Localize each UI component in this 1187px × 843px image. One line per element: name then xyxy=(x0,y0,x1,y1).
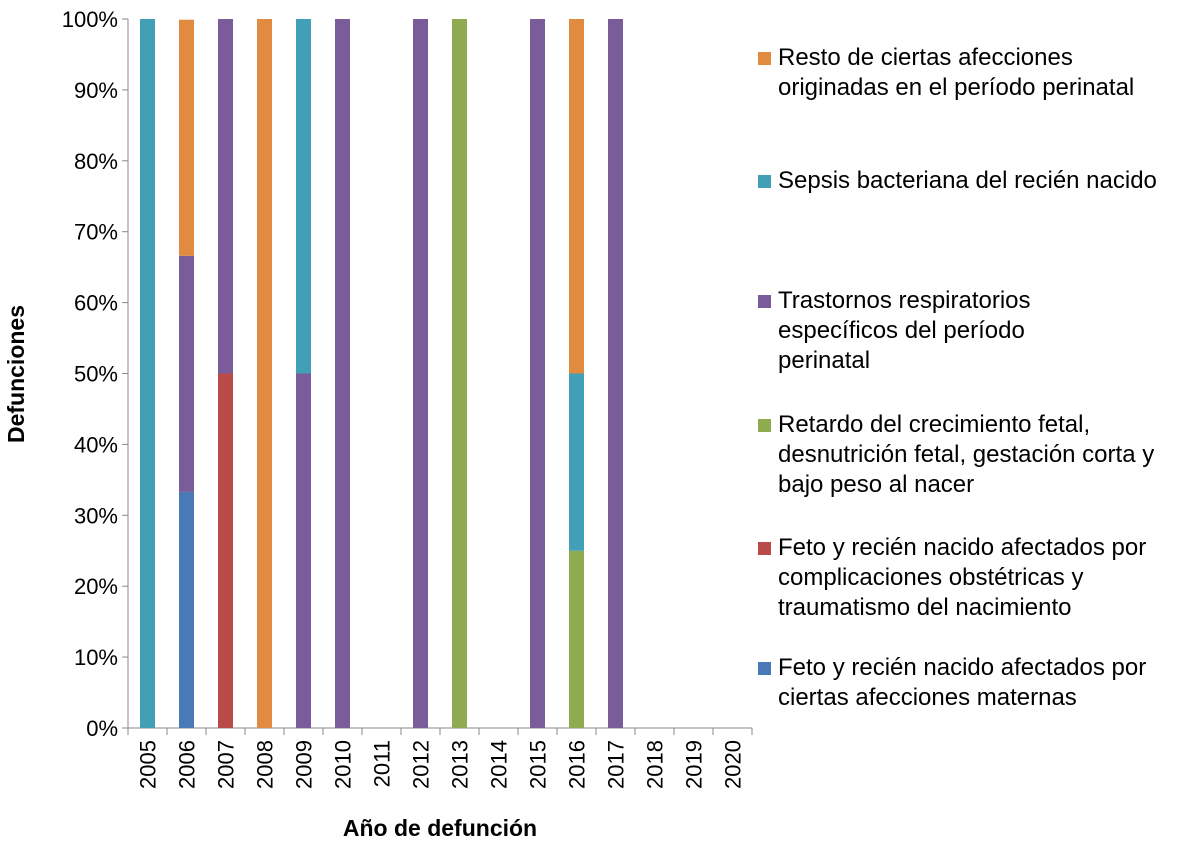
x-axis-title: Año de defunción xyxy=(343,815,537,841)
legend-label: Feto y recién nacido afectados por compl… xyxy=(778,534,1147,621)
x-tick-label: 2020 xyxy=(721,740,746,789)
x-tick-label: 2017 xyxy=(604,740,629,789)
legend-item: Resto de ciertas afecciones originadas e… xyxy=(758,43,1178,103)
y-tick-label: 20% xyxy=(74,574,118,599)
legend-item: Trastornos respiratorios específicos del… xyxy=(758,286,1178,376)
bar-segment xyxy=(452,19,467,728)
y-tick-label: 70% xyxy=(74,220,118,245)
bar-segment xyxy=(569,550,584,728)
x-tick-label: 2012 xyxy=(409,740,434,789)
legend-swatch xyxy=(758,662,771,675)
y-tick-label: 40% xyxy=(74,432,118,457)
bar-segment xyxy=(140,19,155,728)
legend-item: Retardo del crecimiento fetal, desnutric… xyxy=(758,410,1178,500)
legend-swatch xyxy=(758,175,771,188)
y-tick-label: 60% xyxy=(74,291,118,316)
y-tick-label: 100% xyxy=(62,7,118,32)
legend-label: Trastornos respiratorios específicos del… xyxy=(778,287,1031,374)
x-tick-label: 2010 xyxy=(331,740,356,789)
y-axis-title: Defunciones xyxy=(3,305,29,443)
x-tick-label: 2007 xyxy=(214,740,239,789)
legend-item: Feto y recién nacido afectados por ciert… xyxy=(758,653,1178,713)
legend-swatch xyxy=(758,419,771,432)
bar-segment xyxy=(179,19,194,256)
legend-label: Feto y recién nacido afectados por ciert… xyxy=(778,654,1147,711)
x-tick-label: 2015 xyxy=(526,740,551,789)
x-tick-label: 2014 xyxy=(487,740,512,789)
y-tick-label: 80% xyxy=(74,149,118,174)
x-tick-label: 2006 xyxy=(175,740,200,789)
x-tick-label: 2016 xyxy=(565,740,590,789)
y-tick-label: 10% xyxy=(74,645,118,670)
bar-segment xyxy=(413,19,428,728)
x-tick-label: 2009 xyxy=(292,740,317,789)
bar-segment xyxy=(296,19,311,374)
bar-segment xyxy=(296,373,311,728)
x-tick-label: 2005 xyxy=(136,740,161,789)
bar-segment xyxy=(530,19,545,728)
y-tick-label: 30% xyxy=(74,503,118,528)
legend-swatch xyxy=(758,52,771,65)
legend-swatch xyxy=(758,542,771,555)
bar-segment xyxy=(179,491,194,728)
x-tick-label: 2018 xyxy=(643,740,668,789)
bar-segment xyxy=(218,19,233,374)
bar-segment xyxy=(179,255,194,492)
x-tick-label: 2008 xyxy=(253,740,278,789)
bar-segment xyxy=(608,19,623,728)
y-tick-label: 90% xyxy=(74,78,118,103)
legend-swatch xyxy=(758,295,771,308)
x-tick-label: 2019 xyxy=(682,740,707,789)
legend-label: Resto de ciertas afecciones originadas e… xyxy=(778,44,1135,101)
legend-item: Sepsis bacteriana del recién nacido xyxy=(758,166,1178,196)
bar-segment xyxy=(335,19,350,728)
bar-segment xyxy=(569,373,584,551)
x-tick-label: 2011 xyxy=(370,740,395,787)
legend-item: Feto y recién nacido afectados por compl… xyxy=(758,533,1178,623)
legend-label: Retardo del crecimiento fetal, desnutric… xyxy=(778,411,1155,498)
y-tick-label: 0% xyxy=(86,716,118,741)
legend-label: Sepsis bacteriana del recién nacido xyxy=(778,167,1157,194)
bar-segment xyxy=(257,19,272,728)
x-tick-label: 2013 xyxy=(448,740,473,789)
bar-segment xyxy=(218,373,233,728)
y-tick-label: 50% xyxy=(74,362,118,387)
bar-segment xyxy=(569,19,584,374)
